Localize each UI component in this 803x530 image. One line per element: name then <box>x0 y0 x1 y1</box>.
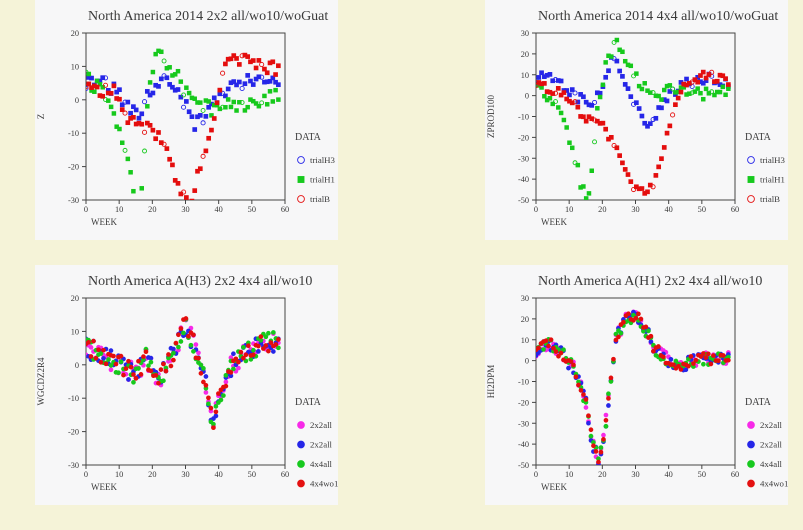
svg-text:20: 20 <box>71 294 79 303</box>
svg-text:0: 0 <box>84 470 88 479</box>
svg-text:Z: Z <box>36 114 46 120</box>
svg-text:50: 50 <box>248 470 256 479</box>
svg-text:-40: -40 <box>518 175 529 184</box>
svg-text:50: 50 <box>698 470 706 479</box>
svg-text:trialH1: trialH1 <box>760 175 785 185</box>
svg-text:20: 20 <box>148 470 156 479</box>
svg-text:4x4wo10: 4x4wo10 <box>310 479 338 489</box>
svg-text:0: 0 <box>525 92 529 101</box>
svg-text:2x2all: 2x2all <box>760 440 783 450</box>
svg-text:WEEK: WEEK <box>541 482 567 492</box>
svg-text:30: 30 <box>521 294 529 303</box>
svg-text:20: 20 <box>598 205 606 214</box>
svg-text:40: 40 <box>665 470 673 479</box>
svg-text:WEEK: WEEK <box>91 482 117 492</box>
svg-text:0: 0 <box>84 205 88 214</box>
svg-text:30: 30 <box>631 470 639 479</box>
svg-text:10: 10 <box>115 470 123 479</box>
svg-text:WEEK: WEEK <box>541 217 567 227</box>
svg-text:30: 30 <box>181 205 189 214</box>
svg-text:DATA: DATA <box>745 397 772 408</box>
svg-text:30: 30 <box>631 205 639 214</box>
svg-text:40: 40 <box>215 205 223 214</box>
svg-text:2x2all: 2x2all <box>760 420 783 430</box>
svg-text:HI2DPM: HI2DPM <box>486 365 496 399</box>
svg-text:-30: -30 <box>68 461 79 470</box>
svg-text:-10: -10 <box>518 113 529 122</box>
svg-text:-20: -20 <box>518 133 529 142</box>
svg-text:-20: -20 <box>68 428 79 437</box>
svg-text:-30: -30 <box>518 419 529 428</box>
svg-text:40: 40 <box>665 205 673 214</box>
svg-text:DATA: DATA <box>295 397 322 408</box>
svg-text:DATA: DATA <box>745 132 772 143</box>
svg-text:60: 60 <box>281 205 289 214</box>
svg-text:North America A(H3) 2x2 4x4 al: North America A(H3) 2x2 4x4 all/wo10 <box>88 274 312 289</box>
svg-text:2x2all: 2x2all <box>310 420 333 430</box>
svg-text:WGCDZ2R4: WGCDZ2R4 <box>36 357 46 405</box>
svg-text:20: 20 <box>521 315 529 324</box>
svg-text:20: 20 <box>521 50 529 59</box>
svg-text:50: 50 <box>698 205 706 214</box>
svg-text:-50: -50 <box>518 461 529 470</box>
svg-text:20: 20 <box>598 470 606 479</box>
svg-text:trialB: trialB <box>760 194 780 204</box>
svg-text:trialH1: trialH1 <box>310 175 335 185</box>
svg-text:-20: -20 <box>518 398 529 407</box>
svg-text:-50: -50 <box>518 196 529 205</box>
svg-text:-40: -40 <box>518 440 529 449</box>
svg-text:10: 10 <box>115 205 123 214</box>
svg-text:20: 20 <box>71 29 79 38</box>
svg-text:40: 40 <box>215 470 223 479</box>
svg-text:-10: -10 <box>68 394 79 403</box>
svg-text:10: 10 <box>565 470 573 479</box>
svg-text:60: 60 <box>731 205 739 214</box>
svg-text:-20: -20 <box>68 163 79 172</box>
svg-text:0: 0 <box>75 361 79 370</box>
svg-text:4x4all: 4x4all <box>310 459 333 469</box>
svg-text:0: 0 <box>534 470 538 479</box>
svg-text:30: 30 <box>181 470 189 479</box>
svg-text:0: 0 <box>534 205 538 214</box>
svg-text:0: 0 <box>525 357 529 366</box>
svg-text:50: 50 <box>248 205 256 214</box>
svg-text:-10: -10 <box>518 378 529 387</box>
svg-text:-10: -10 <box>68 129 79 138</box>
svg-text:10: 10 <box>521 71 529 80</box>
svg-text:10: 10 <box>71 327 79 336</box>
svg-text:trialH3: trialH3 <box>310 155 336 165</box>
svg-text:-30: -30 <box>68 196 79 205</box>
svg-text:ZPROD100: ZPROD100 <box>486 95 496 139</box>
svg-text:trialB: trialB <box>310 194 330 204</box>
svg-text:WEEK: WEEK <box>91 217 117 227</box>
svg-text:North America A(H1) 2x2 4x4 al: North America A(H1) 2x2 4x4 all/wo10 <box>538 274 762 289</box>
svg-text:4x4all: 4x4all <box>760 459 783 469</box>
svg-text:-30: -30 <box>518 154 529 163</box>
svg-text:4x4wo10: 4x4wo10 <box>760 479 788 489</box>
svg-text:10: 10 <box>565 205 573 214</box>
svg-text:North America 2014 2x2 all/wo1: North America 2014 2x2 all/wo10/woGuat <box>88 9 328 24</box>
svg-text:DATA: DATA <box>295 132 322 143</box>
svg-text:0: 0 <box>75 96 79 105</box>
svg-text:20: 20 <box>148 205 156 214</box>
svg-text:60: 60 <box>731 470 739 479</box>
svg-text:10: 10 <box>71 62 79 71</box>
svg-text:trialH3: trialH3 <box>760 155 786 165</box>
svg-text:North America 2014 4x4 all/wo1: North America 2014 4x4 all/wo10/woGuat <box>538 9 778 24</box>
svg-text:2x2all: 2x2all <box>310 440 333 450</box>
svg-text:10: 10 <box>521 336 529 345</box>
svg-text:30: 30 <box>521 29 529 38</box>
svg-text:60: 60 <box>281 470 289 479</box>
